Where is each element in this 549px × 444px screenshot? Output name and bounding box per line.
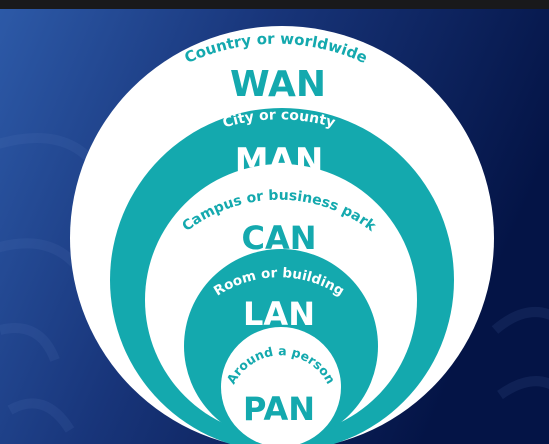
can-acronym: CAN xyxy=(241,219,316,257)
lan-acronym: LAN xyxy=(243,295,315,333)
wan-acronym: WAN xyxy=(230,64,326,105)
man-acronym: MAN xyxy=(235,141,324,181)
top-bar xyxy=(0,0,549,9)
pan-acronym: PAN xyxy=(243,390,315,428)
pan-circle xyxy=(221,327,341,444)
